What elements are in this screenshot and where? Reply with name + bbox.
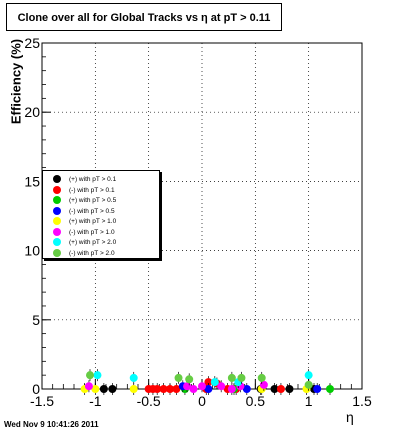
- legend-marker: [53, 185, 61, 194]
- legend-entry: (+) with pT > 0.5: [43, 195, 159, 206]
- legend-label: (+) with pT > 2.0: [69, 239, 117, 246]
- data-point: [86, 371, 94, 380]
- data-point: [174, 373, 183, 382]
- data-point: [91, 385, 100, 393]
- x-tick-label: -1: [89, 393, 102, 409]
- legend-entry: (+) with pT > 0.1: [43, 174, 159, 185]
- data-point: [159, 385, 168, 393]
- data-point: [210, 378, 219, 387]
- data-point: [129, 373, 138, 382]
- tick-labels: -1.5 -1 -0.5 0 0.5 1 1.5 0 5 10 15 20 25: [24, 35, 372, 409]
- chart-title: Clone over all for Global Tracks vs η at…: [6, 3, 282, 31]
- data-point: [242, 385, 251, 393]
- x-tick-label: -0.5: [137, 393, 161, 409]
- data-point: [276, 385, 285, 393]
- data-point: [198, 382, 206, 391]
- x-tick-label: -1.5: [30, 393, 54, 409]
- timestamp-footer: Wed Nov 9 10:41:26 2011: [4, 420, 99, 429]
- data-point: [185, 375, 194, 384]
- legend-entry: (+) with pT > 2.0: [43, 237, 159, 248]
- data-point: [304, 380, 313, 389]
- data-point: [189, 385, 198, 393]
- data-point: [172, 385, 181, 393]
- data-point: [108, 385, 117, 393]
- data-point: [217, 382, 226, 391]
- legend-entry: (-) with pT > 1.0: [43, 227, 159, 238]
- legend-label: (-) with pT > 2.0: [69, 249, 115, 257]
- y-tick-label: 20: [24, 104, 40, 120]
- data-point: [237, 373, 246, 382]
- legend-entry: (-) with pT > 0.5: [43, 206, 159, 217]
- data-point: [166, 385, 174, 393]
- data-point: [326, 385, 334, 393]
- data-point: [285, 385, 294, 393]
- x-tick-label: 1.5: [352, 393, 372, 409]
- x-tick-label: 1: [305, 393, 313, 409]
- legend-label: (-) with pT > 1.0: [69, 228, 115, 236]
- data-point: [257, 373, 266, 382]
- y-tick-label: 15: [24, 173, 40, 189]
- legend-label: (-) with pT > 0.5: [69, 207, 115, 215]
- x-tick-label: 0: [198, 393, 206, 409]
- data-point: [93, 371, 102, 380]
- data-point: [129, 385, 138, 393]
- data-point: [204, 385, 213, 393]
- y-tick-label: 5: [32, 312, 40, 328]
- y-tick-label: 10: [24, 243, 40, 259]
- y-tick-label: 25: [24, 35, 40, 51]
- legend-entry: (+) with pT > 1.0: [43, 216, 159, 227]
- data-point: [227, 373, 236, 382]
- data-point: [259, 380, 268, 389]
- data-point: [204, 378, 213, 387]
- legend-entry: (-) with pT > 2.0: [43, 248, 159, 259]
- legend-marker: [53, 175, 61, 183]
- y-axis-label: Efficiency (%): [8, 38, 24, 125]
- y-tick-label: 0: [32, 381, 40, 397]
- legend-label: (+) with pT > 0.5: [69, 197, 117, 204]
- data-point: [227, 385, 236, 393]
- legend-label: (+) with pT > 0.1: [69, 176, 117, 183]
- x-tick-label: 0.5: [246, 393, 266, 409]
- data-point: [313, 385, 322, 393]
- legend-marker: [53, 238, 61, 246]
- legend-marker: [53, 196, 61, 204]
- legend-label: (-) with pT > 0.1: [69, 186, 115, 194]
- legend-marker: [53, 227, 61, 236]
- data-point: [270, 385, 279, 393]
- legend-label: (+) with pT > 1.0: [69, 218, 117, 225]
- data-point: [304, 371, 313, 380]
- data-points: [80, 369, 334, 395]
- legend-marker: [53, 217, 61, 225]
- data-point: [99, 385, 108, 393]
- legend: (+) with pT > 0.1 (-) with pT > 0.1 (+) wi…: [42, 170, 160, 259]
- data-point: [153, 385, 162, 393]
- legend-marker: [53, 206, 61, 215]
- legend-marker: [53, 248, 61, 257]
- data-point: [84, 382, 93, 391]
- x-axis-label: η: [346, 409, 354, 425]
- legend-entry: (-) with pT > 0.1: [43, 185, 159, 196]
